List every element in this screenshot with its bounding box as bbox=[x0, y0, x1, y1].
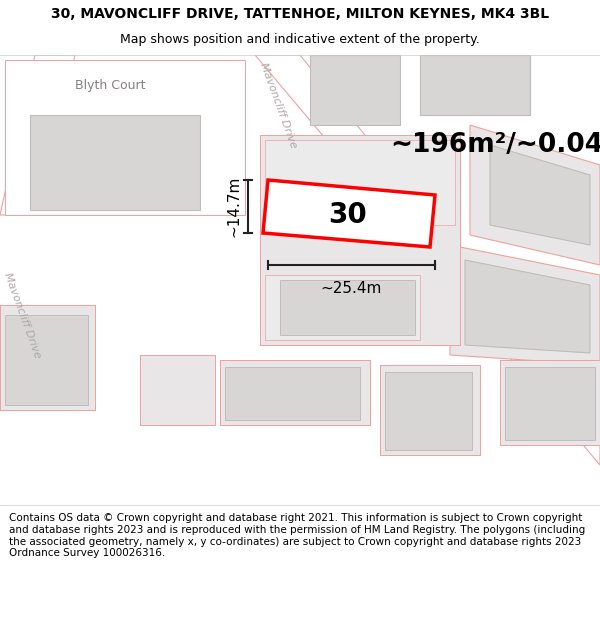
Polygon shape bbox=[380, 365, 480, 455]
Polygon shape bbox=[0, 55, 600, 505]
Text: 30, MAVONCLIFF DRIVE, TATTENHOE, MILTON KEYNES, MK4 3BL: 30, MAVONCLIFF DRIVE, TATTENHOE, MILTON … bbox=[51, 7, 549, 21]
Polygon shape bbox=[470, 125, 600, 265]
Polygon shape bbox=[450, 245, 600, 365]
Polygon shape bbox=[420, 55, 530, 115]
Polygon shape bbox=[0, 305, 95, 410]
Polygon shape bbox=[140, 355, 215, 425]
Text: ~25.4m: ~25.4m bbox=[321, 281, 382, 296]
Polygon shape bbox=[280, 280, 415, 335]
Polygon shape bbox=[0, 55, 75, 215]
Polygon shape bbox=[5, 60, 245, 215]
Text: Blyth Court: Blyth Court bbox=[75, 79, 145, 91]
Polygon shape bbox=[265, 140, 455, 225]
Text: Contains OS data © Crown copyright and database right 2021. This information is : Contains OS data © Crown copyright and d… bbox=[9, 513, 585, 558]
Polygon shape bbox=[490, 145, 590, 245]
Polygon shape bbox=[30, 115, 200, 210]
Polygon shape bbox=[225, 367, 360, 420]
Polygon shape bbox=[260, 135, 460, 345]
Polygon shape bbox=[385, 372, 472, 450]
Polygon shape bbox=[265, 275, 420, 340]
Polygon shape bbox=[255, 55, 600, 465]
Polygon shape bbox=[465, 260, 590, 353]
Text: 30: 30 bbox=[329, 201, 367, 229]
Polygon shape bbox=[5, 315, 88, 405]
Text: ~14.7m: ~14.7m bbox=[227, 176, 241, 237]
Text: Mavoncliff Drive: Mavoncliff Drive bbox=[258, 61, 298, 149]
Polygon shape bbox=[310, 55, 400, 125]
Polygon shape bbox=[500, 360, 600, 445]
Polygon shape bbox=[263, 180, 435, 247]
Text: ~196m²/~0.048ac.: ~196m²/~0.048ac. bbox=[390, 132, 600, 158]
Polygon shape bbox=[220, 360, 370, 425]
Text: Map shows position and indicative extent of the property.: Map shows position and indicative extent… bbox=[120, 33, 480, 46]
Polygon shape bbox=[505, 367, 595, 440]
Text: Mavoncliff Drive: Mavoncliff Drive bbox=[2, 271, 42, 359]
